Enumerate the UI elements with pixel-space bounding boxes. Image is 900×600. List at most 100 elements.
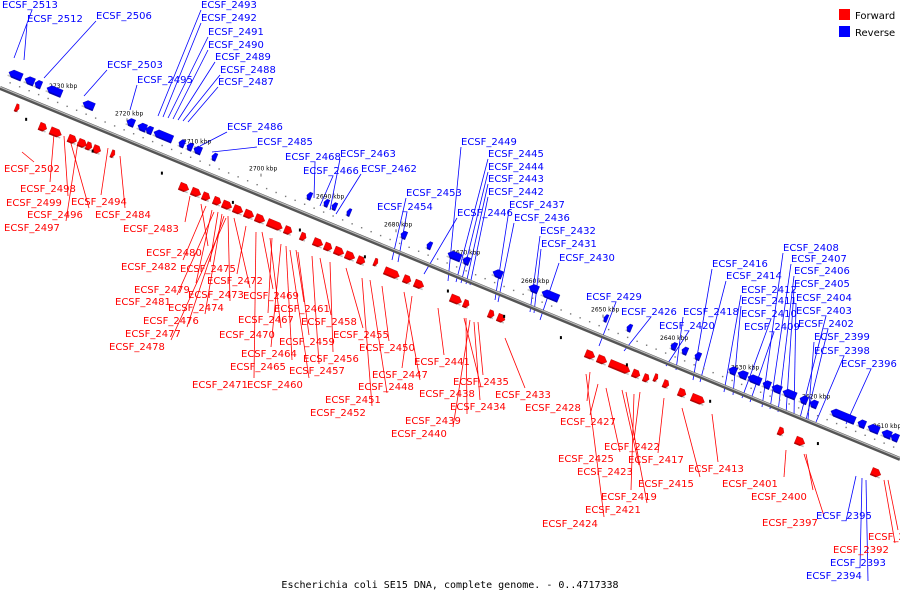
reverse-gene-label[interactable]: ECSF_2412 bbox=[741, 285, 797, 296]
forward-gene-label[interactable]: ECSF_2459 bbox=[279, 337, 335, 348]
reverse-gene-label[interactable]: ECSF_2513 bbox=[2, 0, 58, 11]
reverse-gene-label[interactable]: ECSF_2443 bbox=[488, 174, 544, 185]
forward-gene-label[interactable]: ECSF_2482 bbox=[121, 262, 177, 273]
reverse-gene-label[interactable]: ECSF_2503 bbox=[107, 60, 163, 71]
forward-gene-label[interactable]: ECSF_2401 bbox=[722, 479, 778, 490]
forward-gene-label[interactable]: ECSF_2397 bbox=[762, 518, 818, 529]
reverse-gene-label[interactable]: ECSF_2396 bbox=[841, 359, 897, 370]
forward-gene-label[interactable]: ECSF_2451 bbox=[325, 395, 381, 406]
forward-gene-label[interactable]: ECSF_2472 bbox=[207, 276, 263, 287]
reverse-gene-label[interactable]: ECSF_2402 bbox=[798, 319, 854, 330]
forward-gene-label[interactable]: ECSF_2455 bbox=[333, 330, 389, 341]
forward-gene-label[interactable]: ECSF_2439 bbox=[405, 416, 461, 427]
forward-gene-label[interactable]: ECSF_2476 bbox=[143, 316, 199, 327]
reverse-gene-label[interactable]: ECSF_2403 bbox=[796, 306, 852, 317]
reverse-gene-label[interactable]: ECSF_2491 bbox=[208, 27, 264, 38]
reverse-gene-label[interactable]: ECSF_2406 bbox=[794, 266, 850, 277]
forward-gene-label[interactable]: ECSF_2458 bbox=[301, 317, 357, 328]
forward-gene-label[interactable]: ECSF_2438 bbox=[419, 389, 475, 400]
reverse-gene-label[interactable]: ECSF_2506 bbox=[96, 11, 152, 22]
forward-gene-label[interactable]: ECSF_2497 bbox=[4, 223, 60, 234]
forward-gene-label[interactable]: ECSF_2479 bbox=[134, 285, 190, 296]
reverse-gene-label[interactable]: ECSF_2405 bbox=[794, 279, 850, 290]
forward-gene-label[interactable]: ECSF_2423 bbox=[577, 467, 633, 478]
forward-gene-label[interactable]: ECSF_2464 bbox=[241, 349, 297, 360]
forward-gene-label[interactable]: ECSF_2417 bbox=[628, 455, 684, 466]
reverse-gene-label[interactable]: ECSF_2487 bbox=[218, 77, 274, 88]
forward-gene-label[interactable]: ECSF_2481 bbox=[115, 297, 171, 308]
forward-gene-label[interactable]: ECSF_2457 bbox=[289, 366, 345, 377]
forward-gene-label[interactable]: ECSF_2422 bbox=[604, 442, 660, 453]
reverse-gene-label[interactable]: ECSF_2437 bbox=[509, 200, 565, 211]
reverse-gene-label[interactable]: ECSF_2436 bbox=[514, 213, 570, 224]
forward-gene-label[interactable]: ECSF_2478 bbox=[109, 342, 165, 353]
forward-gene-label[interactable]: ECSF_2484 bbox=[95, 210, 151, 221]
reverse-gene-label[interactable]: ECSF_2462 bbox=[361, 164, 417, 175]
forward-gene-label[interactable]: ECSF_2427 bbox=[560, 417, 616, 428]
reverse-gene-label[interactable]: ECSF_2512 bbox=[27, 14, 83, 25]
reverse-gene-label[interactable]: ECSF_2463 bbox=[340, 149, 396, 160]
reverse-gene-label[interactable]: ECSF_2444 bbox=[488, 162, 544, 173]
reverse-gene-label[interactable]: ECSF_2492 bbox=[201, 13, 257, 24]
forward-gene-label[interactable]: ECSF_2502 bbox=[4, 164, 60, 175]
forward-gene-label[interactable]: ECSF_2424 bbox=[542, 519, 598, 530]
reverse-gene-label[interactable]: ECSF_2408 bbox=[783, 243, 839, 254]
reverse-gene-label[interactable]: ECSF_2495 bbox=[137, 75, 193, 86]
forward-gene-label[interactable]: ECSF_2483 bbox=[123, 224, 179, 235]
forward-gene-label[interactable]: ECSF_2421 bbox=[585, 505, 641, 516]
forward-gene-label[interactable]: ECSF_2496 bbox=[27, 210, 83, 221]
forward-gene-label[interactable]: ECSF_2499 bbox=[6, 198, 62, 209]
forward-gene-label[interactable]: ECSF_2477 bbox=[125, 329, 181, 340]
forward-gene-label[interactable]: ECSF_2494 bbox=[71, 197, 127, 208]
forward-gene-label[interactable]: ECSF_2460 bbox=[247, 380, 303, 391]
reverse-gene-label[interactable]: ECSF_2399 bbox=[814, 332, 870, 343]
reverse-gene-label[interactable]: ECSF_2395 bbox=[816, 511, 872, 522]
forward-gene-label[interactable]: ECSF_2461 bbox=[274, 304, 330, 315]
reverse-gene-label[interactable]: ECSF_2394 bbox=[806, 571, 862, 582]
reverse-gene-label[interactable]: ECSF_2468 bbox=[285, 152, 341, 163]
reverse-gene-label[interactable]: ECSF_2442 bbox=[488, 187, 544, 198]
reverse-gene-label[interactable]: ECSF_2485 bbox=[257, 137, 313, 148]
forward-gene-label[interactable]: ECSF_2391 bbox=[868, 532, 900, 543]
reverse-gene-label[interactable]: ECSF_2409 bbox=[744, 322, 800, 333]
forward-gene-label[interactable]: ECSF_2456 bbox=[303, 354, 359, 365]
reverse-gene-label[interactable]: ECSF_2432 bbox=[540, 226, 596, 237]
reverse-gene-label[interactable]: ECSF_2454 bbox=[377, 202, 433, 213]
reverse-gene-label[interactable]: ECSF_2431 bbox=[541, 239, 597, 250]
reverse-gene-label[interactable]: ECSF_2449 bbox=[461, 137, 517, 148]
forward-gene-label[interactable]: ECSF_2473 bbox=[188, 290, 244, 301]
reverse-gene-label[interactable]: ECSF_2414 bbox=[726, 271, 782, 282]
reverse-gene-label[interactable]: ECSF_2407 bbox=[791, 254, 847, 265]
forward-gene-label[interactable]: ECSF_2400 bbox=[751, 492, 807, 503]
reverse-gene-label[interactable]: ECSF_2466 bbox=[303, 166, 359, 177]
forward-gene-label[interactable]: ECSF_2392 bbox=[833, 545, 889, 556]
forward-gene-label[interactable]: ECSF_2433 bbox=[495, 390, 551, 401]
reverse-gene-label[interactable]: ECSF_2393 bbox=[830, 558, 886, 569]
reverse-gene-label[interactable]: ECSF_2411 bbox=[741, 296, 797, 307]
reverse-gene-label[interactable]: ECSF_2429 bbox=[586, 292, 642, 303]
reverse-gene-label[interactable]: ECSF_2488 bbox=[220, 65, 276, 76]
reverse-gene-label[interactable]: ECSF_2493 bbox=[201, 0, 257, 11]
forward-gene-label[interactable]: ECSF_2428 bbox=[525, 403, 581, 414]
forward-gene-label[interactable]: ECSF_2415 bbox=[638, 479, 694, 490]
reverse-gene-label[interactable]: ECSF_2418 bbox=[683, 307, 739, 318]
forward-gene-label[interactable]: ECSF_2470 bbox=[219, 330, 275, 341]
reverse-gene-label[interactable]: ECSF_2426 bbox=[621, 307, 677, 318]
forward-gene-label[interactable]: ECSF_2440 bbox=[391, 429, 447, 440]
reverse-gene-label[interactable]: ECSF_2486 bbox=[227, 122, 283, 133]
reverse-gene-label[interactable]: ECSF_2445 bbox=[488, 149, 544, 160]
forward-gene-label[interactable]: ECSF_2419 bbox=[601, 492, 657, 503]
reverse-gene-label[interactable]: ECSF_2453 bbox=[406, 188, 462, 199]
reverse-gene-label[interactable]: ECSF_2416 bbox=[712, 259, 768, 270]
reverse-gene-label[interactable]: ECSF_2404 bbox=[796, 293, 852, 304]
forward-gene-label[interactable]: ECSF_2480 bbox=[146, 248, 202, 259]
forward-gene-label[interactable]: ECSF_2469 bbox=[243, 291, 299, 302]
reverse-gene-label[interactable]: ECSF_2490 bbox=[208, 40, 264, 51]
forward-gene-label[interactable]: ECSF_2435 bbox=[453, 377, 509, 388]
forward-gene-label[interactable]: ECSF_2448 bbox=[358, 382, 414, 393]
reverse-gene-label[interactable]: ECSF_2420 bbox=[659, 321, 715, 332]
reverse-gene-label[interactable]: ECSF_2398 bbox=[814, 346, 870, 357]
forward-gene-label[interactable]: ECSF_2474 bbox=[168, 303, 224, 314]
reverse-gene-label[interactable]: ECSF_2430 bbox=[559, 253, 615, 264]
forward-gene-label[interactable]: ECSF_2452 bbox=[310, 408, 366, 419]
